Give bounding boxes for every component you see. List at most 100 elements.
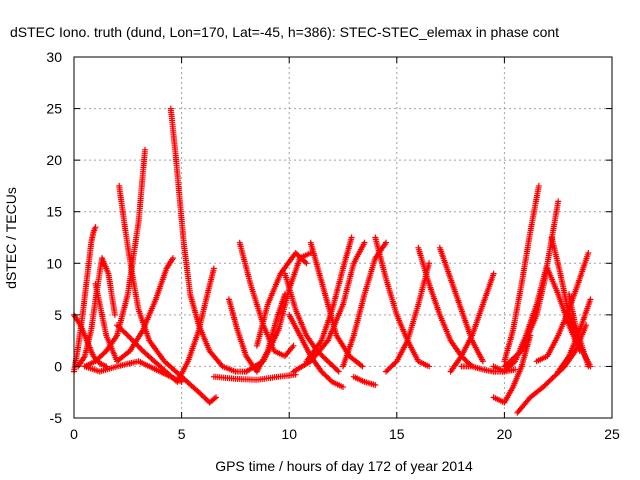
point-marks (303, 339, 324, 365)
point-marks (253, 374, 280, 383)
point-marks (533, 267, 550, 318)
y-tick-label: 5 (54, 307, 62, 323)
x-tick-label: 15 (389, 426, 405, 442)
data-point (348, 234, 355, 241)
point-marks (96, 360, 108, 369)
y-tick-label: 0 (54, 358, 62, 374)
y-tick-label: 15 (46, 204, 62, 220)
series-17 (303, 234, 355, 365)
point-marks (236, 239, 253, 285)
data-point (490, 270, 497, 277)
x-tick-label: 20 (497, 426, 513, 442)
data-point (585, 249, 592, 256)
x-tick-label: 10 (281, 426, 297, 442)
point-marks (116, 182, 129, 234)
series-0 (71, 224, 99, 375)
x-tick-label: 25 (604, 426, 620, 442)
point-marks (518, 231, 533, 287)
point-marks (533, 354, 549, 365)
series-28 (490, 332, 534, 406)
point-marks (81, 329, 94, 360)
data-point (555, 198, 562, 205)
point-marks (350, 293, 367, 339)
y-tick-label: 30 (46, 49, 62, 65)
point-marks (316, 270, 331, 306)
point-marks (146, 337, 167, 363)
y-tick-label: 25 (46, 101, 62, 117)
data-point (303, 260, 310, 267)
point-marks (90, 225, 98, 236)
point-marks (544, 334, 561, 360)
point-marks (527, 385, 545, 401)
point-marks (490, 394, 506, 405)
point-marks (307, 239, 322, 275)
data-point (372, 381, 379, 388)
point-marks (122, 229, 135, 275)
point-marks (292, 306, 309, 337)
point-marks (510, 365, 524, 391)
point-marks (510, 282, 525, 334)
series-34 (555, 296, 594, 375)
point-marks (415, 244, 432, 285)
x-tick-label: 0 (70, 426, 78, 442)
point-marks (566, 291, 578, 327)
point-marks (135, 358, 162, 374)
point-marks (129, 270, 142, 311)
point-marks (557, 270, 572, 316)
point-marks (195, 293, 210, 334)
point-marks (167, 105, 178, 151)
point-marks (415, 358, 431, 369)
series-4 (116, 182, 220, 406)
series-32 (533, 249, 592, 365)
point-marks (206, 395, 218, 406)
point-marks (81, 363, 101, 374)
y-axis-label: dSTEC / TECUs (3, 187, 19, 289)
point-marks (161, 358, 184, 379)
data-point (587, 296, 594, 303)
point-marks (139, 348, 162, 369)
point-marks (206, 348, 225, 368)
point-marks (281, 270, 299, 311)
point-marks (281, 344, 296, 360)
point-marks (286, 311, 303, 337)
point-marks (548, 234, 563, 275)
point-marks (361, 257, 378, 298)
point-marks (518, 334, 533, 370)
point-marks (324, 358, 341, 374)
point-marks (404, 303, 421, 344)
point-marks (99, 255, 111, 275)
point-marks (383, 359, 399, 375)
point-marks (372, 234, 389, 280)
series-9 (210, 371, 299, 383)
point-marks (426, 280, 443, 316)
series-21 (372, 234, 433, 370)
data-point (210, 265, 217, 272)
series-25 (447, 270, 497, 375)
point-marks (210, 373, 237, 382)
point-marks (490, 363, 506, 374)
point-marks (383, 275, 400, 316)
point-marks (163, 256, 176, 272)
point-marks (124, 332, 145, 353)
point-marks (436, 244, 453, 280)
point-marks (447, 275, 464, 311)
data-point (340, 384, 346, 391)
point-marks (576, 251, 591, 282)
point-marks (253, 303, 271, 349)
data-point (111, 311, 118, 318)
point-marks (135, 148, 148, 225)
point-marks (88, 298, 99, 334)
series-22 (383, 260, 433, 375)
point-marks (350, 373, 366, 384)
point-marks (219, 363, 237, 374)
point-marks (514, 395, 533, 416)
point-marks (544, 265, 561, 296)
y-tick-label: -5 (50, 410, 63, 426)
point-marks (501, 349, 524, 370)
data-point (142, 146, 149, 153)
point-marks (318, 368, 334, 384)
data-point (479, 358, 486, 365)
data-point (383, 239, 390, 246)
